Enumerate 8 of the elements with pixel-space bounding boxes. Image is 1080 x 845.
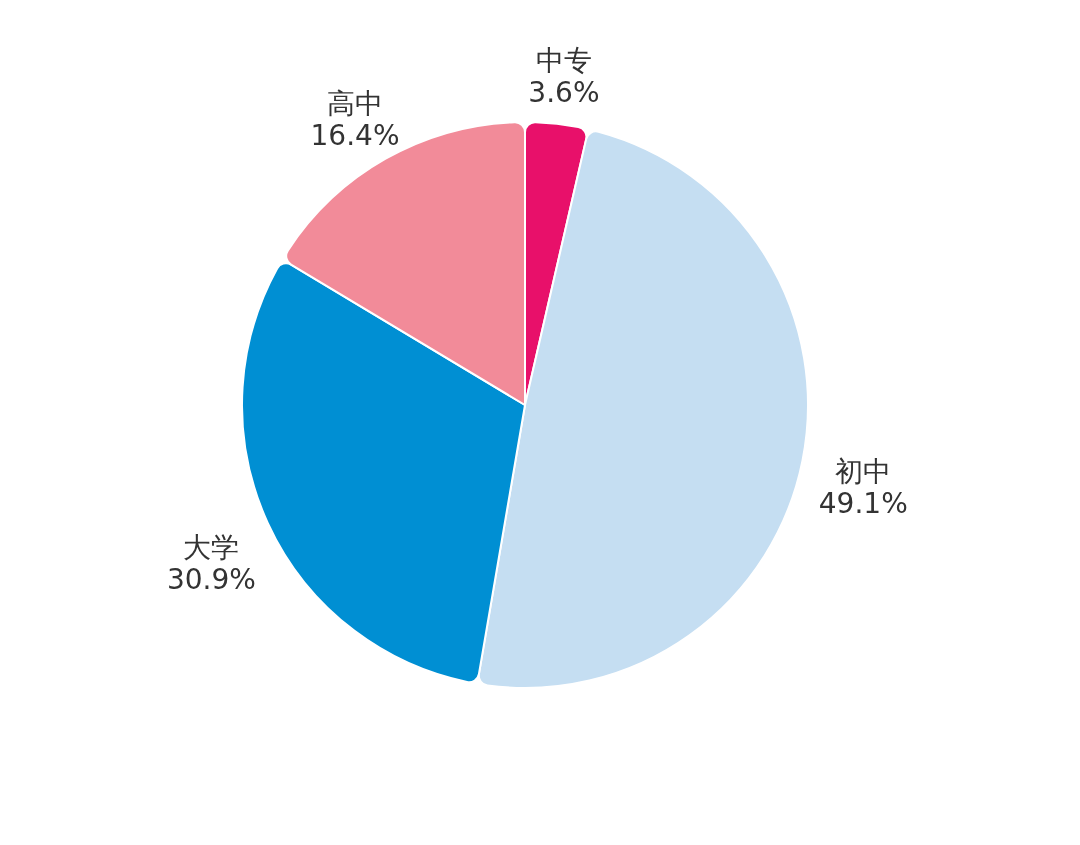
slice-label: 大学 (183, 530, 240, 564)
slice-label: 高中 (327, 86, 384, 120)
data-label: 49.1% (818, 486, 908, 520)
data-label: 3.6% (528, 76, 600, 110)
data-label: 16.4% (310, 118, 400, 152)
slice-label: 中专 (535, 44, 592, 78)
slice-label: 初中 (835, 454, 892, 488)
data-label: 30.9% (166, 562, 256, 596)
